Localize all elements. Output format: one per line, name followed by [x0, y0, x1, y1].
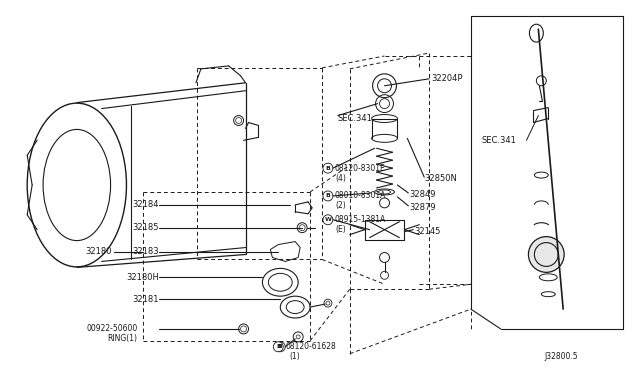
- Text: 32849: 32849: [410, 190, 436, 199]
- Text: 32185: 32185: [132, 223, 159, 232]
- Text: 08915-1381A: 08915-1381A: [335, 215, 386, 224]
- Circle shape: [323, 191, 333, 201]
- Text: W: W: [324, 217, 332, 222]
- Text: B: B: [276, 344, 281, 349]
- Text: 08120-8301E: 08120-8301E: [335, 164, 386, 173]
- Text: 32879: 32879: [410, 203, 436, 212]
- Text: 08120-61628: 08120-61628: [285, 342, 336, 351]
- Text: B: B: [326, 193, 330, 198]
- Text: RING(1): RING(1): [108, 334, 138, 343]
- Text: SEC.341: SEC.341: [338, 114, 372, 123]
- Text: 32184: 32184: [132, 201, 159, 209]
- Circle shape: [275, 342, 285, 352]
- Text: B: B: [278, 344, 283, 349]
- Text: 08010-8301A: 08010-8301A: [335, 192, 387, 201]
- Text: 32181: 32181: [132, 295, 159, 304]
- Circle shape: [273, 342, 284, 352]
- Text: 32183: 32183: [132, 247, 159, 256]
- Text: 32145: 32145: [414, 227, 441, 236]
- Text: 32204P: 32204P: [431, 74, 463, 83]
- Text: B: B: [326, 166, 330, 171]
- Text: SEC.341: SEC.341: [482, 136, 516, 145]
- Text: 32180: 32180: [85, 247, 111, 256]
- Text: (4): (4): [335, 174, 346, 183]
- Text: 32850N: 32850N: [424, 174, 457, 183]
- Text: (1): (1): [289, 352, 300, 361]
- Text: 00922-50600: 00922-50600: [86, 324, 138, 333]
- Text: (2): (2): [335, 201, 346, 210]
- Circle shape: [323, 163, 333, 173]
- Circle shape: [529, 237, 564, 272]
- Text: J32800.5: J32800.5: [545, 352, 578, 361]
- Text: (E): (E): [335, 225, 346, 234]
- Text: 32180H: 32180H: [126, 273, 159, 282]
- Circle shape: [323, 215, 333, 225]
